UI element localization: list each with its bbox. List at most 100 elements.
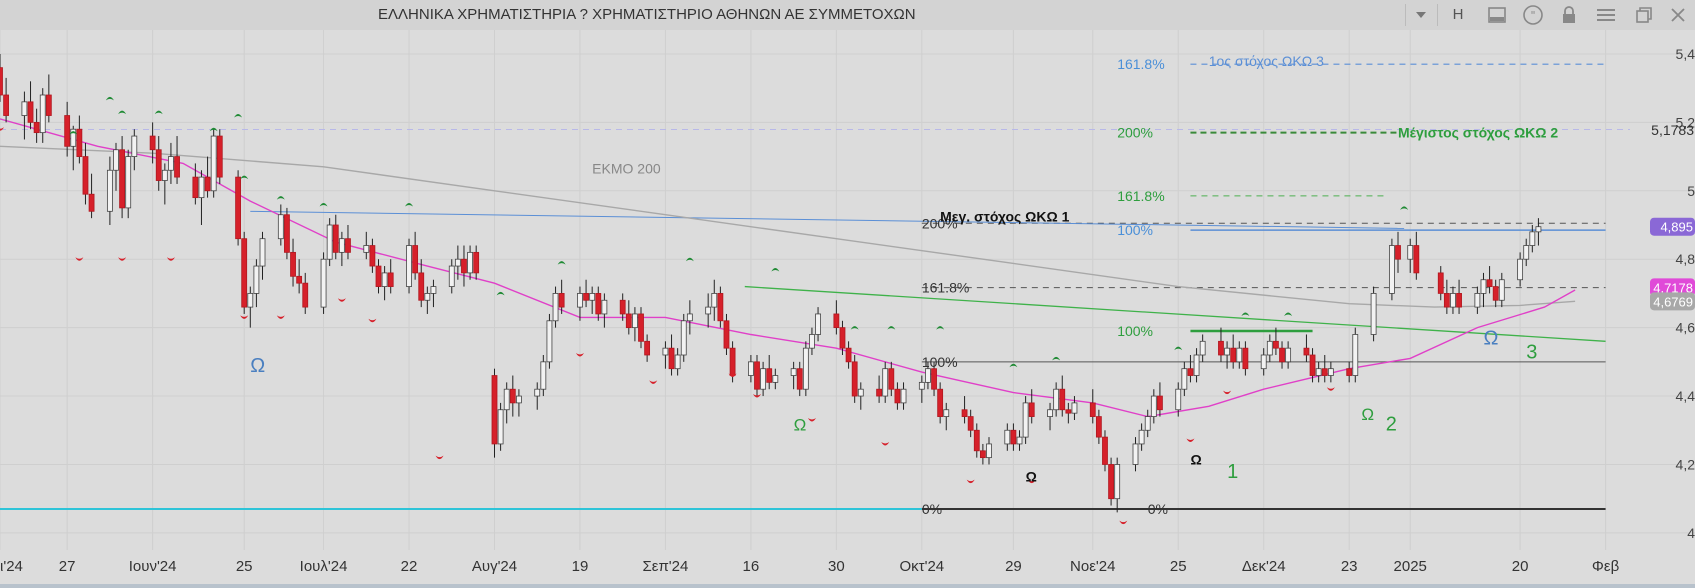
down-signal-marker [368, 318, 377, 323]
candle [809, 327, 815, 355]
candle [473, 245, 480, 280]
candle-body-up [1285, 347, 1292, 363]
candle-body-down [509, 388, 516, 404]
x-tick-label: 22 [401, 558, 418, 575]
candle [1303, 334, 1310, 362]
candle-body-down [1010, 429, 1017, 445]
level-label: 161.8% [1117, 188, 1164, 204]
candle-body-down [754, 361, 760, 390]
up-signal-marker [276, 196, 285, 200]
y-tick-label: 5,4 [1676, 46, 1695, 62]
candle-body-down [625, 313, 632, 329]
candle-body-up [815, 313, 821, 335]
candle-body-down [375, 265, 382, 287]
candle-body-down [1242, 347, 1249, 370]
candle-body-down [155, 149, 162, 181]
y-tick-label: 4,8 [1676, 251, 1695, 267]
candle-body-down [192, 176, 199, 199]
candle [1352, 327, 1359, 383]
candle-body-up [1199, 340, 1206, 356]
lock-icon[interactable] [1556, 3, 1582, 27]
candle [345, 225, 351, 260]
candle-body-up [747, 361, 754, 376]
candle [0, 53, 3, 102]
grid-lines [0, 30, 1695, 550]
x-tick-label: 25 [1170, 558, 1187, 575]
chevron-down-icon[interactable] [1408, 3, 1434, 27]
candle [1242, 341, 1249, 376]
candle [967, 409, 974, 438]
candle [900, 382, 907, 410]
candle-body-down [1157, 395, 1163, 411]
y-tick-label: 4,4 [1676, 388, 1695, 404]
horizontal-scrollbar[interactable] [0, 584, 1695, 588]
x-tick-label: ι'24 [0, 558, 23, 575]
candle-body-down [1346, 368, 1353, 376]
window-titlebar: ΕΛΛΗΝΙΚΑ ΧΡΗΜΑΤΙΣΤΗΡΙΑ ? ΧΡΗΜΑΤΙΣΤΗΡΙΟ Α… [0, 0, 1695, 31]
candle-body-up [534, 388, 541, 397]
candle [619, 293, 626, 321]
candle-body-down [1028, 402, 1035, 417]
candle [1089, 389, 1096, 424]
annotation: ΕΚΜΟ 200 [592, 161, 661, 177]
candle [210, 129, 217, 198]
candle-body-up [918, 381, 925, 390]
panel-icon[interactable] [1484, 3, 1510, 27]
quote-icon[interactable]: " [1520, 3, 1546, 27]
candle [1517, 252, 1524, 287]
candle [1266, 334, 1273, 362]
candle [1224, 341, 1230, 369]
down-signal-marker [240, 315, 249, 319]
level-label: 200% [1117, 125, 1153, 141]
close-icon[interactable] [1665, 3, 1691, 27]
y-tick-label: 4,2 [1676, 456, 1695, 472]
up-signal-marker [685, 257, 694, 262]
candle-body-up [662, 347, 669, 356]
candle-body-down [235, 176, 241, 240]
candle [1236, 341, 1243, 369]
candle [192, 163, 199, 205]
candle [1114, 457, 1121, 513]
candle-body-down [1187, 368, 1194, 376]
candle [424, 286, 431, 314]
candle-body-down [937, 388, 944, 417]
candle-body-down [961, 409, 968, 417]
candle-body-down [973, 429, 980, 452]
candle-body-down [558, 293, 565, 308]
candle [149, 122, 156, 164]
candle-body-down [729, 347, 736, 376]
candle-body-down [1065, 409, 1072, 414]
candle [412, 231, 419, 280]
interval-button[interactable]: H [1452, 6, 1464, 23]
candle [1053, 382, 1060, 417]
candle-body-down [1413, 245, 1420, 274]
candle-body-down [979, 450, 986, 459]
restore-icon[interactable] [1631, 3, 1657, 27]
x-tick-label: 2025 [1394, 558, 1427, 575]
price-badge [1650, 292, 1695, 311]
candle-body-down [412, 245, 419, 274]
candle-body-down [149, 135, 156, 151]
candle-body-down [491, 375, 498, 445]
candle [662, 341, 669, 369]
candle-body-up [1529, 231, 1536, 246]
candle [369, 238, 376, 273]
candle-body-down [1089, 402, 1096, 417]
menu-icon[interactable] [1593, 3, 1619, 27]
candle-body-up [705, 306, 712, 315]
candle-body-up [943, 409, 950, 417]
candle-body-down [82, 156, 89, 195]
candle [1199, 334, 1206, 362]
down-signal-marker [1186, 438, 1195, 443]
candle [918, 375, 925, 403]
candle [674, 348, 681, 376]
candle-body-down [766, 368, 773, 383]
candle-body-up [1150, 395, 1157, 417]
candle [1102, 430, 1108, 472]
candle-body-up [1517, 258, 1524, 281]
x-tick-label: 19 [572, 558, 589, 575]
candle-body-down [1279, 347, 1285, 363]
candle [290, 238, 296, 287]
level-label: 100% [1117, 323, 1153, 339]
